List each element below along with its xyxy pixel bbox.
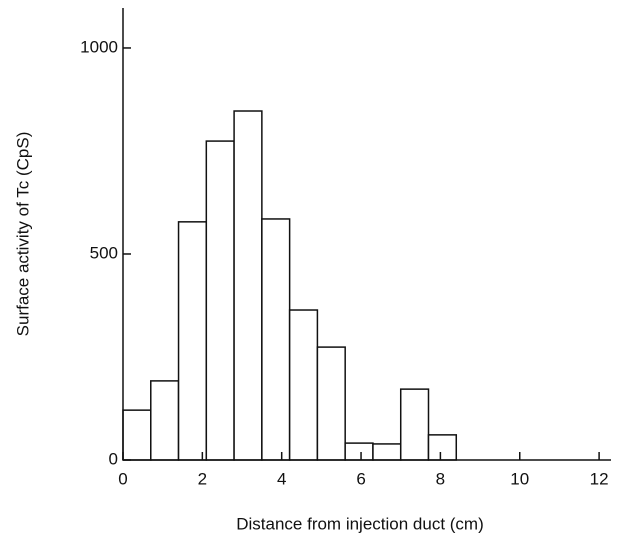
y-tick-label: 500 — [90, 243, 118, 262]
bar — [150, 380, 180, 461]
bar — [205, 140, 235, 461]
bar — [372, 443, 402, 461]
y-tick-label: 1000 — [80, 37, 118, 56]
bar — [177, 221, 208, 461]
bar — [344, 442, 374, 461]
bar — [399, 388, 430, 461]
x-tick-label: 0 — [118, 469, 127, 488]
bar — [288, 309, 319, 461]
y-axis-label: Surface activity of Tc (CpS) — [13, 132, 32, 337]
x-tick-label: 12 — [590, 469, 609, 488]
bar — [261, 218, 291, 461]
x-tick-label: 4 — [277, 469, 286, 488]
bar — [427, 434, 458, 461]
x-tick-label: 8 — [436, 469, 445, 488]
x-tick-label: 2 — [198, 469, 207, 488]
bar — [122, 409, 152, 461]
bar — [316, 346, 346, 461]
x-axis-label: Distance from injection duct (cm) — [236, 514, 484, 533]
y-tick-label: 0 — [109, 449, 118, 468]
x-tick-label: 6 — [356, 469, 365, 488]
bar — [233, 110, 263, 461]
x-tick-label: 10 — [510, 469, 529, 488]
